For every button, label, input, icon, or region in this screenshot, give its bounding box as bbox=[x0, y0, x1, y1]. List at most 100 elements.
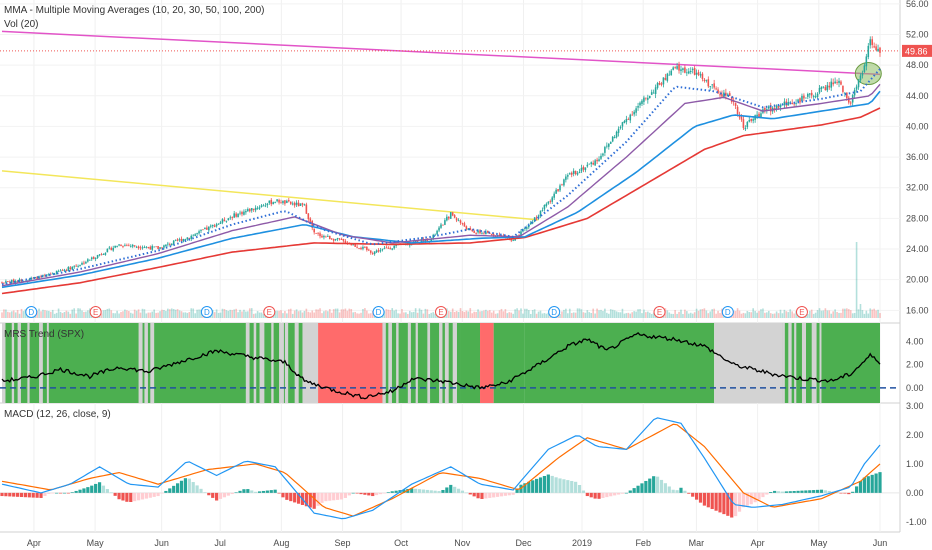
candle-body bbox=[327, 236, 329, 237]
candle-body bbox=[174, 239, 177, 241]
candle-body bbox=[85, 261, 87, 264]
candle-body bbox=[18, 279, 21, 283]
macd-histogram-bar bbox=[218, 492, 223, 499]
candle-body bbox=[769, 105, 772, 112]
volume-bar bbox=[366, 310, 368, 318]
x-tick-label: Apr bbox=[751, 538, 765, 548]
macd-histogram-bar bbox=[125, 492, 129, 502]
macd-histogram-bar bbox=[835, 492, 839, 493]
macd-histogram-bar bbox=[554, 477, 558, 493]
candle-body bbox=[145, 246, 148, 248]
mrs-tick-label: 4.00 bbox=[906, 337, 924, 347]
macd-histogram-bar bbox=[854, 486, 859, 493]
event-marker-label: E bbox=[657, 308, 662, 317]
candle-body bbox=[20, 279, 23, 282]
candle-body bbox=[756, 114, 758, 117]
macd-histogram-bar bbox=[815, 489, 820, 493]
macd-histogram-bar bbox=[570, 480, 574, 493]
candle-body bbox=[604, 147, 606, 153]
candle-body bbox=[149, 246, 152, 250]
candle-body bbox=[369, 250, 372, 253]
volume-bar bbox=[87, 310, 89, 318]
volume-bar bbox=[693, 312, 696, 318]
volume-bar bbox=[602, 310, 604, 318]
candle-body bbox=[293, 202, 296, 206]
candle-body bbox=[647, 97, 649, 100]
volume-bar bbox=[291, 313, 294, 318]
candle-body bbox=[820, 86, 823, 89]
volume-bar bbox=[483, 310, 485, 318]
candle-body bbox=[543, 205, 546, 210]
volume-bar bbox=[510, 312, 513, 318]
volume-bar bbox=[528, 310, 530, 318]
macd-histogram-bar bbox=[230, 492, 234, 495]
macd-histogram-bar bbox=[320, 492, 324, 503]
candle-body bbox=[875, 46, 877, 51]
candle-body bbox=[594, 160, 596, 166]
volume-bar bbox=[574, 312, 577, 318]
volume-bar bbox=[861, 310, 864, 318]
candle-body bbox=[846, 92, 848, 99]
macd-histogram-bar bbox=[874, 473, 878, 493]
candle-body bbox=[389, 248, 392, 250]
volume-bar bbox=[705, 310, 708, 318]
candle-body bbox=[664, 78, 667, 80]
volume-bar bbox=[315, 309, 317, 318]
earnings-marker bbox=[435, 306, 447, 318]
volume-bar bbox=[643, 309, 645, 318]
volume-bar bbox=[645, 312, 647, 318]
candle-body bbox=[541, 210, 544, 211]
candle-body bbox=[252, 208, 255, 210]
candle-body bbox=[22, 280, 25, 282]
candle-body bbox=[469, 228, 472, 230]
candle-body bbox=[161, 247, 163, 249]
macd-histogram-bar bbox=[363, 492, 367, 495]
macd-histogram-bar bbox=[445, 487, 449, 493]
price-tick-label: 16.00 bbox=[906, 305, 929, 315]
price-tick-label: 32.00 bbox=[906, 183, 929, 193]
candle-body bbox=[319, 233, 321, 237]
volume-bar bbox=[104, 309, 107, 318]
macd-histogram-bar bbox=[86, 487, 90, 493]
candle-body bbox=[94, 257, 97, 260]
volume-bar bbox=[750, 312, 753, 318]
volume-bar bbox=[368, 313, 370, 318]
volume-bar bbox=[869, 308, 872, 318]
volume-bar bbox=[691, 313, 694, 318]
earnings-marker bbox=[89, 306, 102, 318]
macd-histogram-bar bbox=[761, 492, 765, 498]
volume-bar bbox=[586, 310, 589, 318]
volume-bar bbox=[686, 311, 688, 318]
candle-body bbox=[219, 222, 222, 224]
volume-bar bbox=[217, 312, 220, 318]
candle-body bbox=[668, 74, 671, 76]
trendline-resistance bbox=[1, 30, 881, 76]
volume-bar bbox=[600, 309, 602, 318]
last-price-tag bbox=[902, 44, 932, 57]
volume-bar bbox=[680, 309, 682, 318]
volume-bar bbox=[332, 309, 335, 318]
macd-histogram-bar bbox=[47, 492, 51, 494]
candle-body bbox=[385, 247, 388, 249]
candle-body bbox=[641, 100, 643, 104]
candle-body bbox=[256, 207, 259, 209]
candle-body bbox=[686, 72, 688, 74]
macd-histogram-bar bbox=[133, 492, 137, 502]
candle-body bbox=[307, 213, 310, 220]
macd-histogram-bar bbox=[421, 489, 426, 493]
candle-body bbox=[807, 93, 809, 97]
volume-bar bbox=[623, 313, 626, 318]
macd-histogram-bar bbox=[550, 475, 554, 493]
candle-body bbox=[801, 95, 803, 102]
volume-bar bbox=[849, 310, 852, 318]
candle-body bbox=[213, 225, 216, 227]
volume-bar bbox=[221, 308, 224, 318]
macd-histogram-bar bbox=[109, 492, 113, 494]
candle-body bbox=[693, 68, 696, 75]
macd-histogram-bar bbox=[702, 492, 706, 506]
macd-histogram-bar bbox=[23, 492, 28, 498]
volume-bar bbox=[137, 309, 140, 318]
candle-body bbox=[87, 259, 89, 262]
candle-body bbox=[783, 101, 786, 106]
candle-body bbox=[832, 82, 834, 85]
